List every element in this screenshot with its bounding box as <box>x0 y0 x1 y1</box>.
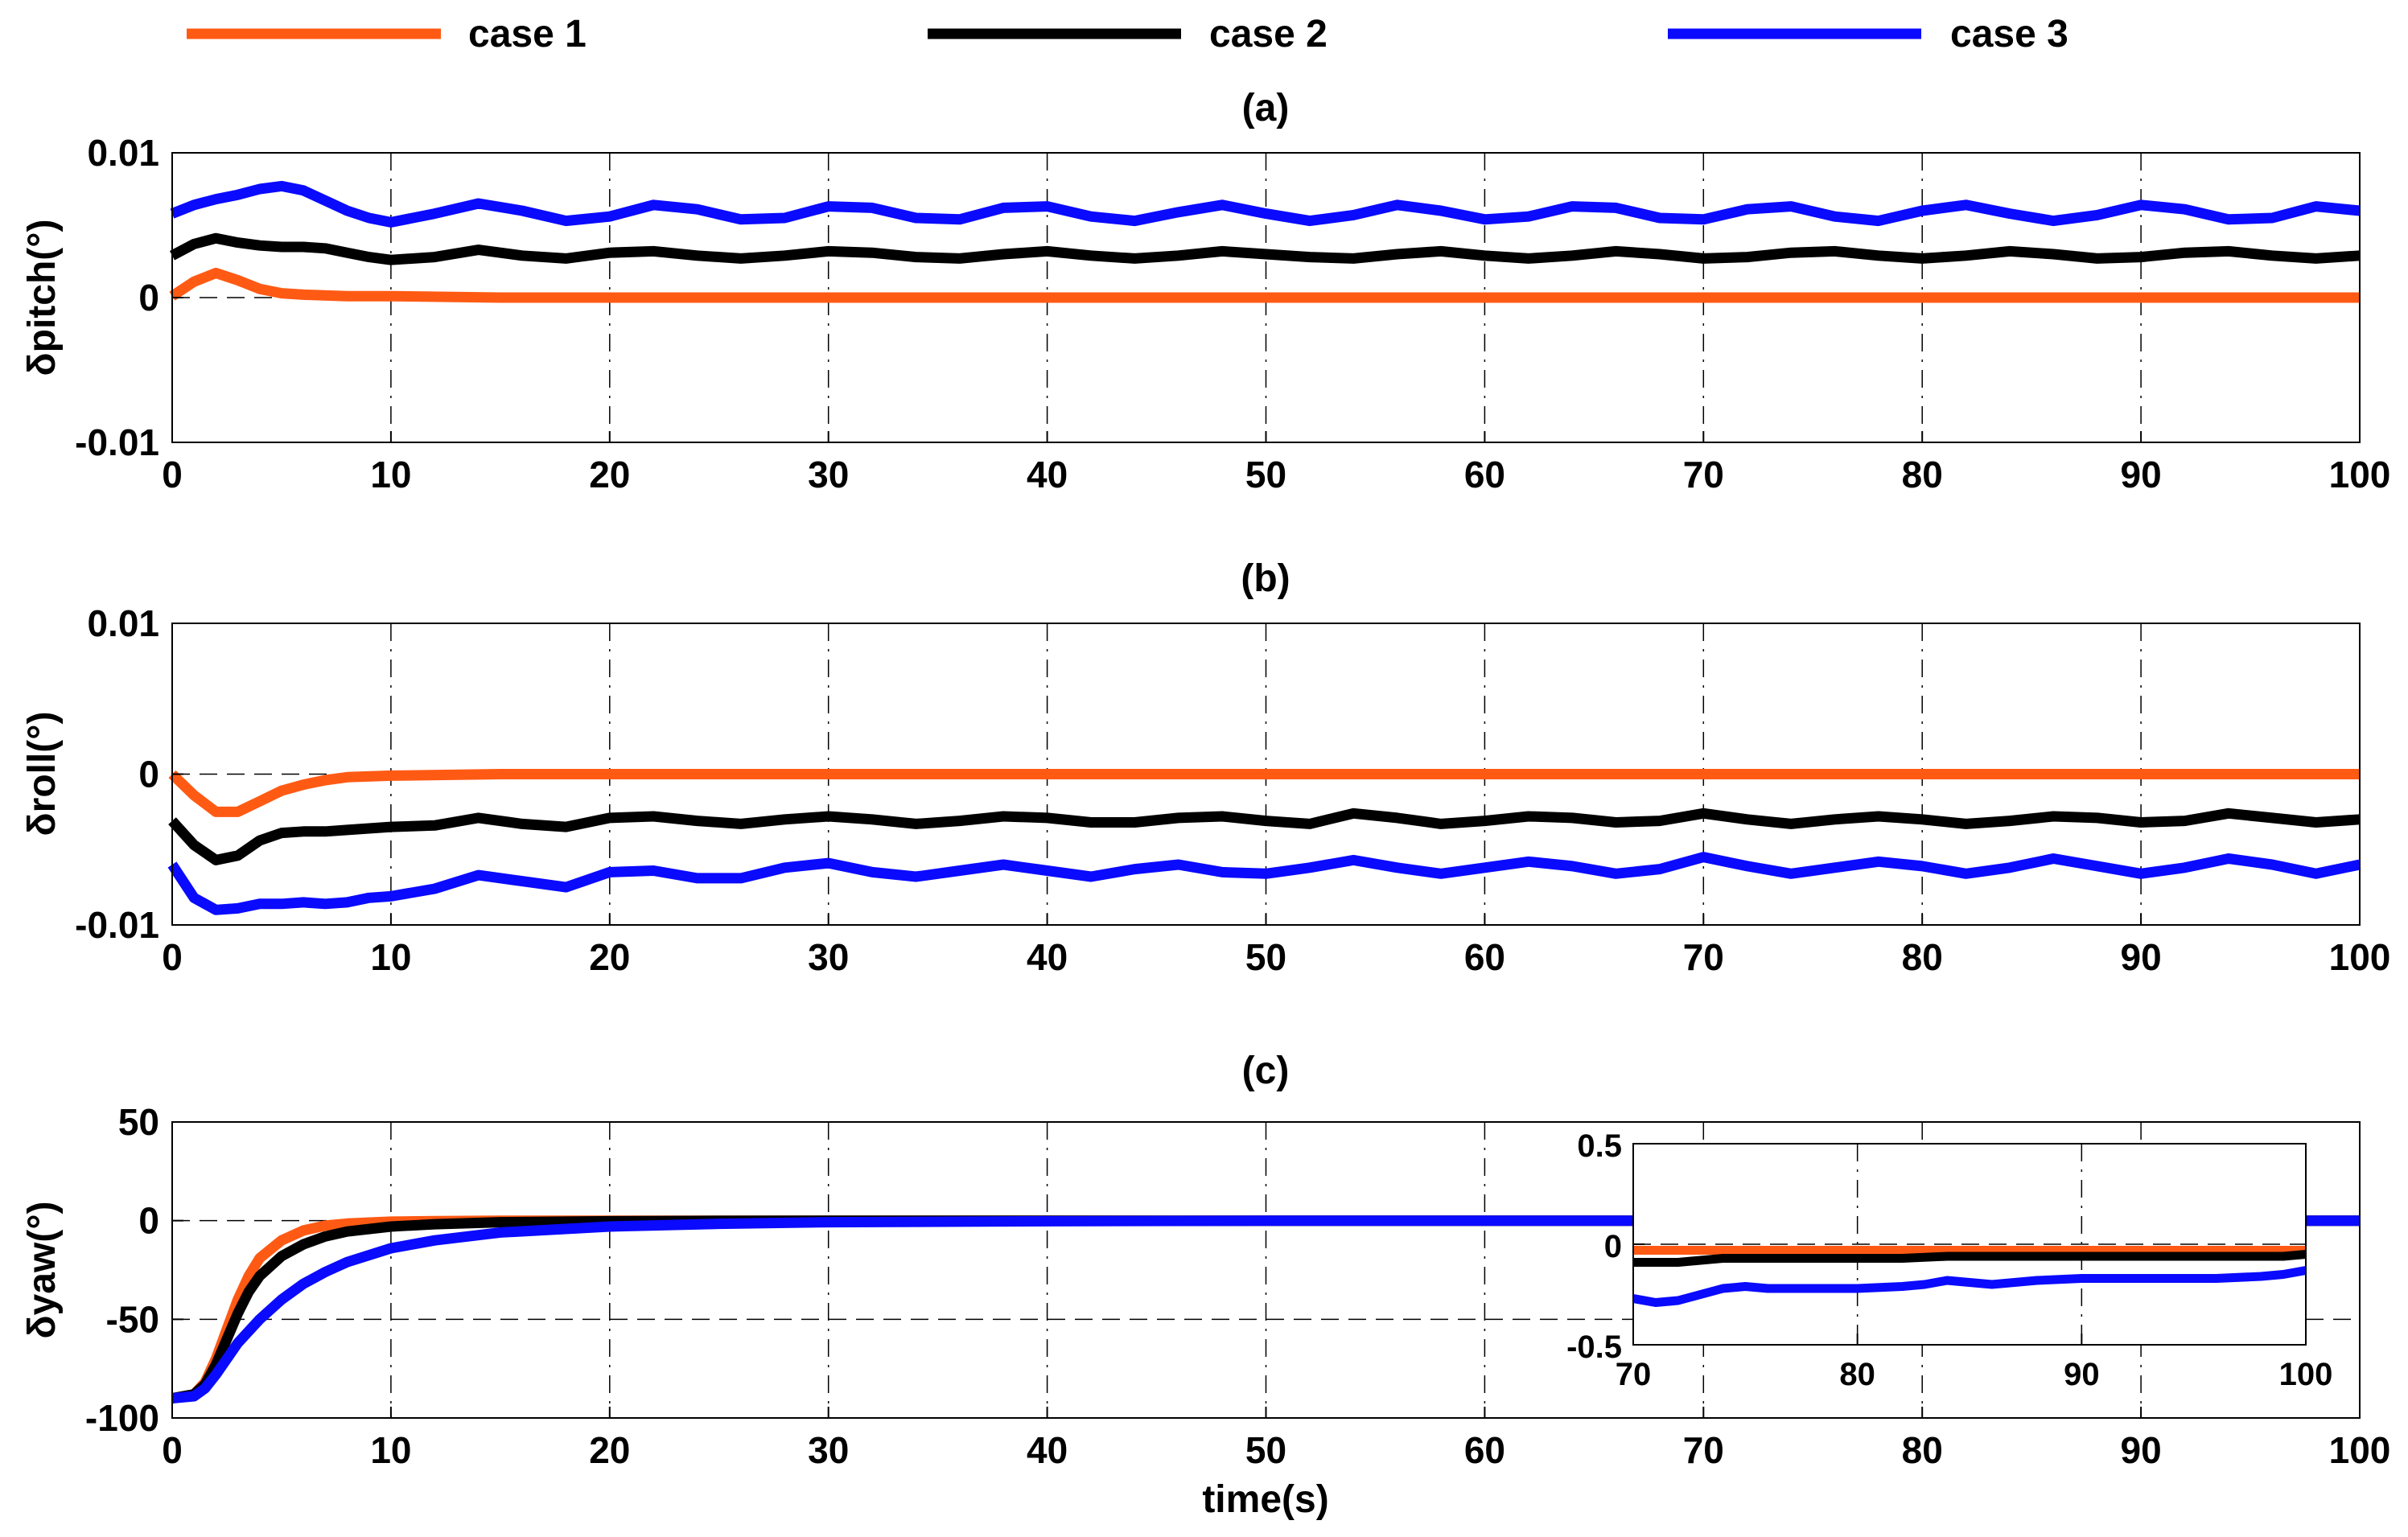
panel-c-series-case-2 <box>171 1215 2360 1403</box>
panel-a-xtick-label: 60 <box>1464 454 1505 495</box>
panel-a-xtick-label: 90 <box>2121 454 2162 495</box>
yaw-inset-series-case-2 <box>1633 1250 2307 1267</box>
panel-c-series-case-3 <box>171 1215 2360 1403</box>
panel-a-xtick-label: 10 <box>370 454 411 495</box>
panel-b-ytick-label: 0.01 <box>87 602 159 644</box>
panel-b-xtick-label: 10 <box>370 936 411 978</box>
legend-label-2: case 2 <box>1209 13 1327 55</box>
panel-b-ytick-label: -0.01 <box>75 904 159 946</box>
panel-b-xtick-label: 40 <box>1027 936 1068 978</box>
panel-c-xtick-label: 10 <box>370 1429 411 1471</box>
panel-a-title: (a) <box>1242 87 1290 129</box>
yaw-inset: 70 80 90 100 -0.5 0 0.5 <box>1566 1128 2332 1392</box>
yaw-inset-ytick-label: 0 <box>1604 1229 1622 1264</box>
panel-a-series-case-1 <box>169 267 2360 303</box>
panel-c-ytick-label: -100 <box>85 1397 159 1439</box>
panel-c-xtick-label: 30 <box>808 1429 849 1471</box>
panel-b-xtick-label: 20 <box>589 936 630 978</box>
panel-a-xtick-label: 20 <box>589 454 630 495</box>
panel-a-ylabel: δpitch(°) <box>21 220 64 376</box>
panel-c-xtick-label: 60 <box>1464 1429 1505 1471</box>
panel-a-series-case-2 <box>169 232 2361 265</box>
yaw-inset-ytick-label: -0.5 <box>1566 1329 1622 1365</box>
panel-b-series-case-3 <box>167 852 2361 915</box>
panel-b-ylabel: δroll(°) <box>21 712 64 836</box>
yaw-inset-xtick-label: 100 <box>2279 1357 2333 1392</box>
panel-b-xtick-label: 0 <box>162 936 183 978</box>
panel-a-xtick-label: 70 <box>1683 454 1724 495</box>
panel-b-series-case-1 <box>168 769 2360 817</box>
panel-c-xtick-label: 50 <box>1245 1429 1286 1471</box>
panel-b-series-case-2 <box>168 808 2361 865</box>
panel-b-roll: (b)0 10 20 30 40 50 60 70 80 90 100-0.0100.01δroll… <box>21 557 2390 978</box>
yaw-inset-series-case-3 <box>1632 1266 2307 1307</box>
panel-b-xtick-label: 100 <box>2329 936 2391 978</box>
panel-a-series-case-3 <box>170 180 2361 228</box>
panel-a-xtick-label: 40 <box>1027 454 1068 495</box>
panel-c-yaw: (c) 0 10 20 30 40 50 60 70 80 90 100 -100 -50 0 50 δyaw(… <box>21 1050 2390 1521</box>
yaw-inset-xtick-label: 90 <box>2064 1357 2100 1392</box>
panel-a-ytick-label: 0 <box>138 277 159 318</box>
panel-c-xtick-label: 40 <box>1027 1429 1068 1471</box>
panel-c-ytick-label: -50 <box>106 1298 159 1340</box>
panel-c-xtick-label: 20 <box>589 1429 630 1471</box>
panel-a-pitch: (a)0 10 20 30 40 50 60 70 80 90 100-0.0100.01δpitc… <box>21 87 2390 495</box>
panel-a-xtick-label: 80 <box>1902 454 1943 495</box>
panel-b-xtick-label: 70 <box>1683 936 1724 978</box>
legend: case 1 case 2 case 3 <box>187 13 2068 55</box>
panel-b-xtick-label: 90 <box>2121 936 2162 978</box>
legend-label-3: case 3 <box>1950 13 2068 55</box>
panel-a-ytick-label: 0.01 <box>87 132 159 174</box>
panel-c-xtick-label: 0 <box>162 1429 183 1471</box>
yaw-inset-xtick-label: 80 <box>1839 1357 1875 1392</box>
panel-a-xtick-label: 50 <box>1245 454 1286 495</box>
panel-a-xtick-label: 100 <box>2329 454 2391 495</box>
yaw-inset-ytick-label: 0.5 <box>1577 1128 1622 1164</box>
panel-c-xtick-label: 100 <box>2329 1429 2391 1471</box>
panel-b-xtick-label: 50 <box>1245 936 1286 978</box>
panel-c-ytick-label: 0 <box>138 1200 159 1242</box>
panel-c-xlabel: time(s) <box>1202 1478 1328 1521</box>
panel-c-title: (c) <box>1242 1050 1290 1092</box>
panel-b-xtick-label: 60 <box>1464 936 1505 978</box>
panel-c-xtick-label: 80 <box>1902 1429 1943 1471</box>
panel-c-ytick-label: 50 <box>118 1101 159 1143</box>
panel-c-xtick-label: 70 <box>1683 1429 1724 1471</box>
panel-b-ytick-label: 0 <box>138 754 159 795</box>
panel-b-xtick-label: 80 <box>1902 936 1943 978</box>
panel-c-xtick-label: 90 <box>2121 1429 2162 1471</box>
legend-label-1: case 1 <box>468 13 587 55</box>
panel-a-xtick-label: 30 <box>808 454 849 495</box>
yaw-inset-xtick-label: 70 <box>1616 1357 1652 1392</box>
panel-a-ytick-label: -0.01 <box>75 421 159 463</box>
panel-c-ylabel: δyaw(°) <box>21 1202 64 1339</box>
panel-b-xtick-label: 30 <box>808 936 849 978</box>
panel-b-title: (b) <box>1241 557 1290 600</box>
panel-a-xtick-label: 0 <box>162 454 183 495</box>
